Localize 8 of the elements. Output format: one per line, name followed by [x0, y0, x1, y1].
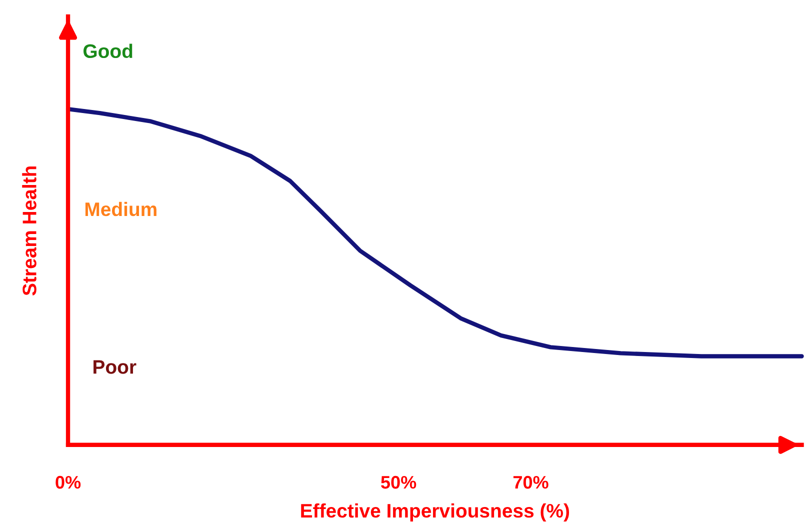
annotation: Poor — [94, 360, 136, 374]
x-tick-label: 50% — [381, 476, 416, 489]
x-tick-label: 0% — [56, 476, 81, 489]
x-axis-title: Effective Imperviousness (%) — [301, 503, 570, 522]
x-tick-label: 70% — [513, 476, 548, 489]
text: Good — [83, 44, 132, 58]
annotation: Medium — [85, 202, 156, 216]
y-axis-title: Stream Health — [22, 166, 36, 296]
